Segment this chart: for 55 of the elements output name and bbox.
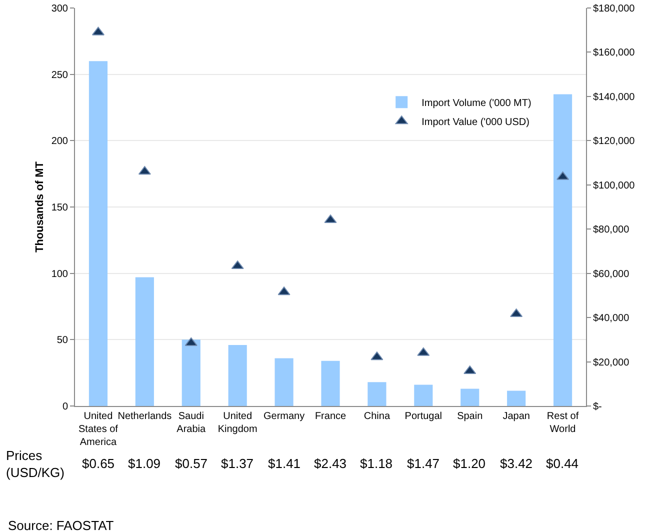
bar	[507, 390, 526, 406]
x-tick-label: Netherlands	[118, 411, 172, 422]
bar	[414, 384, 433, 406]
y-tick-label: 250	[51, 70, 68, 81]
x-tick-label: United Kingdom	[218, 411, 258, 435]
x-tick-label: Rest of World	[546, 411, 579, 435]
x-tick-label: Germany	[263, 411, 305, 422]
text: $1.18	[360, 456, 393, 471]
y-tick-label: 100	[51, 268, 68, 280]
text: $1.37	[221, 456, 254, 471]
y2-tick-label: $140,000	[593, 92, 636, 103]
y2-tick-label: $60,000	[593, 268, 630, 280]
text: $0.44	[546, 456, 579, 471]
x-tick-label: Saudi Arabia	[176, 411, 206, 435]
x-tick-label: Spain	[457, 411, 483, 422]
x-tick-label: Portugal	[404, 411, 442, 422]
text: $1.09	[128, 456, 161, 471]
y2-tick-label: $-	[593, 402, 602, 412]
source-note: Source: FAOSTAT	[8, 518, 114, 531]
bar	[182, 340, 200, 406]
y-tick-label: 150	[51, 202, 68, 214]
bar	[228, 344, 247, 406]
text: $0.57	[175, 456, 208, 471]
y2-tick-label: $80,000	[593, 224, 630, 236]
legend-label: Import Value ('000 USD)	[422, 117, 530, 128]
x-tick-label: United States of America	[78, 411, 118, 448]
bar	[135, 277, 154, 406]
y2-tick-label: $160,000	[593, 48, 636, 59]
bar	[321, 360, 340, 406]
bar	[368, 382, 386, 406]
y-tick-label: 50	[56, 335, 68, 346]
text: $3.42	[500, 456, 533, 471]
x-tick-label: France	[314, 411, 346, 422]
text: $0.65	[82, 456, 115, 471]
text: $1.47	[407, 456, 440, 471]
text: Prices (USD/KG)	[6, 448, 64, 480]
y2-tick-label: $120,000	[593, 136, 636, 148]
y-tick-label: 0	[62, 402, 68, 412]
y2-tick-label: $100,000	[593, 180, 636, 192]
bar	[88, 61, 108, 406]
text: $2.43	[314, 456, 347, 471]
y-tick-label: 200	[51, 136, 68, 148]
text: $1.20	[453, 456, 486, 471]
bar	[274, 358, 294, 406]
x-tick-label: Japan	[502, 411, 530, 422]
x-tick-label: China	[364, 411, 390, 422]
bar	[460, 388, 480, 406]
y-axis-title: Thousands of MT	[34, 161, 46, 253]
y-tick-label: 300	[51, 4, 68, 14]
y2-tick-label: $40,000	[593, 313, 630, 324]
y2-tick-label: $180,000	[593, 4, 636, 14]
text: $1.41	[268, 456, 301, 471]
y2-tick-label: $20,000	[593, 357, 630, 368]
legend-label: Import Volume ('000 MT)	[422, 98, 532, 109]
bar	[553, 94, 572, 406]
